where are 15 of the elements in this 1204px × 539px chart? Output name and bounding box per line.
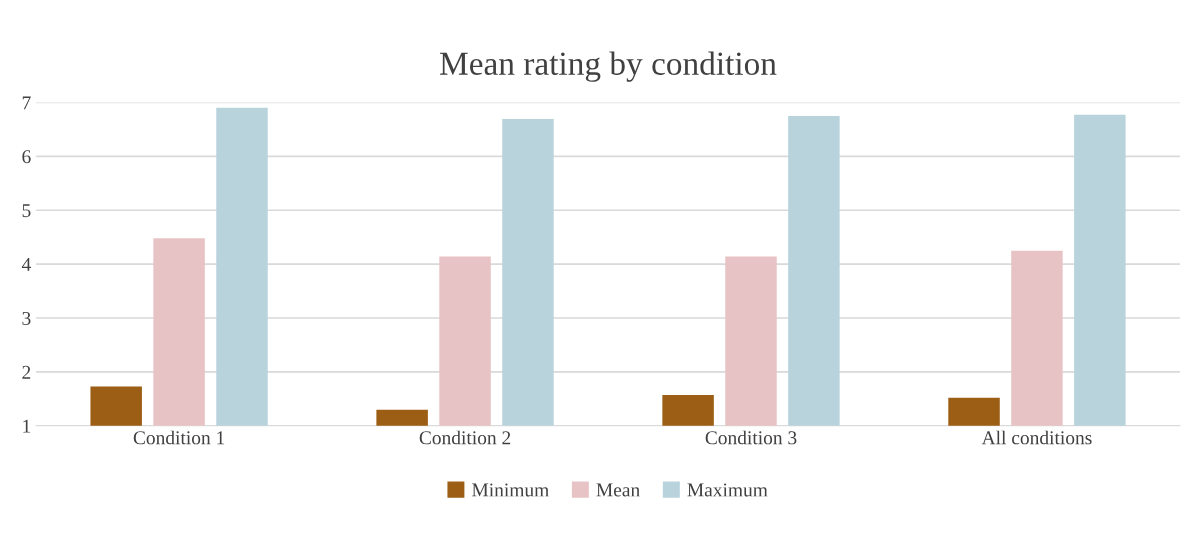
y-tick-label: 3	[22, 311, 31, 325]
x-tick-label: Condition 2	[419, 430, 511, 445]
y-tick-label: 4	[21, 258, 31, 271]
y-tick-label: 6	[22, 150, 31, 164]
legend-label: Maximum	[687, 483, 768, 497]
y-tick-label: 1	[23, 419, 31, 433]
y-tick-label: 2	[22, 365, 31, 379]
y-tick-label: 5	[22, 204, 31, 218]
x-tick-label: Condition 3	[705, 430, 797, 445]
x-tick-label: Condition 1	[133, 430, 225, 445]
x-tick-label: All conditions	[981, 430, 1092, 445]
y-tick-label: 7	[22, 96, 31, 110]
legend-label: Minimum	[472, 483, 549, 497]
chart-title: Mean rating by condition	[440, 51, 777, 82]
legend-label: Mean	[596, 483, 640, 497]
